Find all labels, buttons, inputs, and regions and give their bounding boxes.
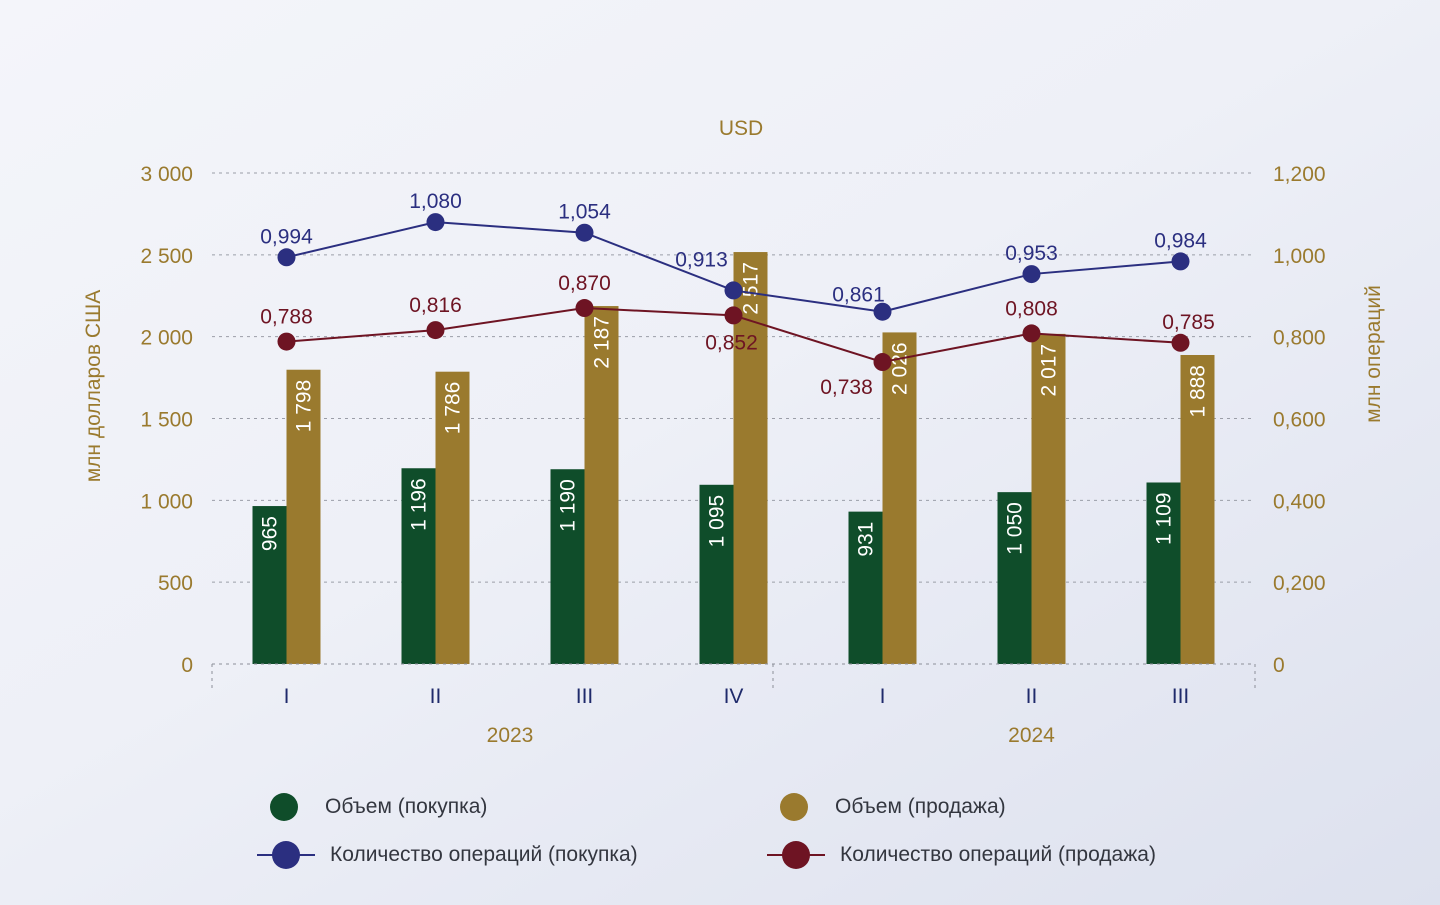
point-label-buy-count: 0,953 — [1005, 242, 1058, 265]
volume-operations-chart: USD 0 0 500 0,200 1 000 0,400 1 500 0,600 2 000 0,… — [82, 117, 1385, 747]
bar-buy-volume — [848, 511, 883, 664]
bar-label-sell-volume: 2 017 — [1038, 344, 1061, 397]
point-label-buy-count: 0,913 — [675, 248, 728, 271]
point-label-sell-count: 0,816 — [409, 294, 462, 317]
chart-legend: Объем (покупка) Объем (продажа) Количест… — [250, 790, 1270, 872]
x-group-label: 2023 — [487, 724, 534, 747]
point-label-sell-count: 0,738 — [820, 376, 873, 399]
y-tick-right: 1,200 — [1273, 163, 1326, 186]
bar-buy-volume — [252, 506, 287, 664]
bar-label-sell-volume: 1 798 — [293, 380, 316, 433]
point-label-buy-count: 0,994 — [260, 225, 313, 248]
legend-label-buy-count: Количество операций (покупка) — [330, 843, 638, 866]
point-buy-count — [724, 281, 743, 300]
legend-label-sell-count: Количество операций (продажа) — [840, 843, 1156, 866]
y-tick-left: 3 000 — [140, 163, 193, 186]
x-group-label: 2024 — [1008, 724, 1055, 747]
point-sell-count — [1171, 333, 1190, 352]
bar-buy-volume — [699, 484, 734, 664]
bar-label-sell-volume: 2 026 — [889, 342, 912, 395]
x-tick-label: III — [576, 685, 594, 708]
bar-label-buy-volume: 1 190 — [557, 479, 580, 532]
point-buy-count — [277, 248, 296, 267]
legend-item-sell-volume: Объем (продажа) — [760, 790, 1270, 824]
point-sell-count — [724, 306, 743, 325]
y-tick-right: 0,400 — [1273, 490, 1326, 513]
point-buy-count — [873, 302, 892, 321]
point-sell-count — [1022, 324, 1041, 343]
bar-label-buy-volume: 965 — [259, 516, 282, 551]
bar-label-buy-volume: 1 109 — [1153, 492, 1176, 545]
bar-label-buy-volume: 1 196 — [408, 478, 431, 531]
point-label-buy-count: 0,984 — [1154, 229, 1207, 252]
legend-swatch-sell-volume — [780, 793, 808, 821]
point-buy-count — [426, 213, 445, 232]
point-label-sell-count: 0,788 — [260, 306, 313, 329]
bar-sell-volume — [286, 369, 321, 664]
bar-buy-volume — [550, 469, 585, 664]
point-sell-count — [575, 299, 594, 318]
point-label-buy-count: 1,080 — [409, 190, 462, 213]
x-tick-label: I — [880, 685, 886, 708]
y-tick-left: 2 500 — [140, 245, 193, 268]
bar-buy-volume — [1146, 482, 1181, 664]
point-label-sell-count: 0,808 — [1005, 297, 1058, 320]
point-label-sell-count: 0,852 — [705, 331, 758, 354]
x-tick-label: III — [1172, 685, 1190, 708]
point-sell-count — [873, 353, 892, 372]
bar-sell-volume — [584, 306, 619, 664]
legend-item-buy-count: Количество операций (покупка) — [250, 838, 760, 872]
bar-sell-volume — [1180, 354, 1215, 664]
bar-label-buy-volume: 1 095 — [706, 495, 729, 548]
legend-label-buy-volume: Объем (покупка) — [325, 795, 488, 818]
y-axis-title-left: млн долларов США — [82, 290, 105, 483]
y-tick-left: 1 000 — [140, 490, 193, 513]
bar-label-buy-volume: 931 — [855, 522, 878, 557]
point-label-sell-count: 0,785 — [1162, 311, 1215, 334]
legend-item-sell-count: Количество операций (продажа) — [760, 838, 1270, 872]
y-tick-left: 0 — [181, 654, 193, 677]
y-tick-left: 2 000 — [140, 327, 193, 350]
bar-buy-volume — [401, 468, 436, 664]
point-label-buy-count: 0,861 — [832, 284, 885, 307]
bar-sell-volume — [435, 371, 470, 664]
legend-swatch-buy-volume — [270, 793, 298, 821]
point-buy-count — [1171, 252, 1190, 271]
point-sell-count — [277, 332, 296, 351]
bar-label-sell-volume: 1 786 — [442, 382, 465, 435]
y-tick-right: 1,000 — [1273, 245, 1326, 268]
legend-swatch-buy-count — [257, 841, 315, 869]
x-tick-label: II — [1026, 685, 1038, 708]
x-tick-label: I — [284, 685, 290, 708]
point-label-buy-count: 1,054 — [558, 201, 611, 224]
y-tick-right: 0,600 — [1273, 409, 1326, 432]
bar-label-sell-volume: 2 517 — [740, 262, 763, 315]
bar-label-sell-volume: 2 187 — [591, 316, 614, 369]
point-label-sell-count: 0,870 — [558, 272, 611, 295]
bar-sell-volume — [882, 332, 917, 664]
y-tick-right: 0 — [1273, 654, 1285, 677]
y-tick-right: 0,200 — [1273, 572, 1326, 595]
chart-title: USD — [719, 117, 763, 140]
legend-item-buy-volume: Объем (покупка) — [250, 790, 760, 824]
y-tick-right: 0,800 — [1273, 327, 1326, 350]
y-axis-title-right: млн операций — [1362, 285, 1385, 423]
bar-label-sell-volume: 1 888 — [1187, 365, 1210, 418]
x-tick-label: II — [430, 685, 442, 708]
bar-buy-volume — [997, 492, 1032, 664]
y-tick-left: 500 — [158, 572, 193, 595]
point-buy-count — [1022, 265, 1041, 284]
point-sell-count — [426, 321, 445, 340]
y-tick-left: 1 500 — [140, 409, 193, 432]
x-tick-label: IV — [724, 685, 744, 708]
bar-label-buy-volume: 1 050 — [1004, 502, 1027, 555]
point-buy-count — [575, 223, 594, 242]
legend-swatch-sell-count — [767, 841, 825, 869]
legend-label-sell-volume: Объем (продажа) — [835, 795, 1006, 818]
bar-sell-volume — [1031, 333, 1066, 664]
